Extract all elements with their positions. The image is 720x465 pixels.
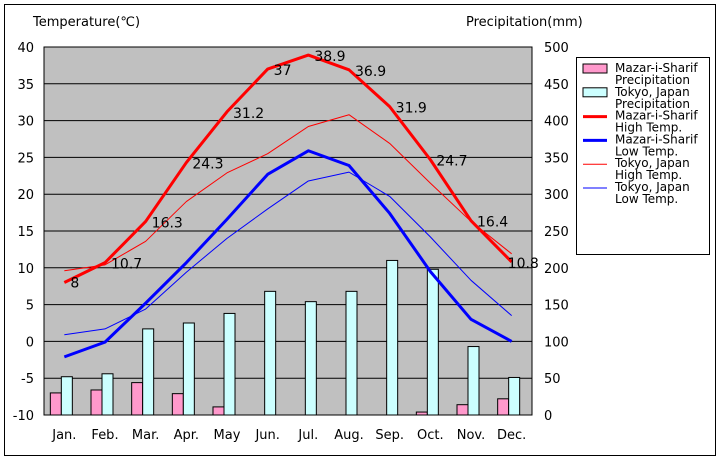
- left-tick-label: 40: [17, 41, 34, 56]
- high-temp-data-label: 8: [70, 276, 79, 292]
- high-temp-data-label: 31.9: [396, 101, 427, 117]
- legend-label: Tokyo, Japan: [614, 156, 690, 170]
- legend-swatch: [582, 87, 608, 98]
- right-tick-label: 250: [544, 225, 569, 240]
- right-tick-label: 500: [544, 41, 569, 56]
- x-tick-label: Jul.: [297, 428, 318, 443]
- right-tick-label: 400: [544, 115, 569, 130]
- precip-bar-tokyo: [101, 373, 114, 416]
- high-temp-data-label: 10.8: [508, 256, 539, 272]
- x-tick-label: Jun.: [254, 428, 279, 443]
- right-tick-label: 450: [544, 78, 569, 93]
- x-tick-label: Jan.: [51, 428, 76, 443]
- legend-label: Tokyo, Japan: [614, 180, 690, 194]
- precip-bar-tokyo: [264, 290, 277, 416]
- legend-label: Precipitation: [615, 97, 690, 111]
- x-tick-label: Sep.: [375, 428, 404, 443]
- right-tick-label: 0: [544, 409, 552, 424]
- right-tick-label: 200: [544, 262, 569, 277]
- precip-bar-tokyo: [182, 322, 195, 416]
- right-axis-title: Precipitation(mm): [466, 15, 583, 30]
- left-tick-label: 15: [17, 225, 34, 240]
- precip-bar-tokyo: [386, 259, 399, 416]
- x-tick-label: May: [214, 428, 241, 443]
- x-tick-label: Oct.: [417, 428, 444, 443]
- right-tick-label: 100: [544, 335, 569, 350]
- x-tick-label: Apr.: [174, 428, 199, 443]
- precip-bar-mazar: [497, 398, 510, 416]
- left-tick-label: 0: [26, 335, 34, 350]
- precip-bar-mazar: [171, 393, 184, 416]
- legend-label: Precipitation: [615, 73, 690, 87]
- legend-label: Tokyo, Japan: [614, 85, 690, 99]
- high-temp-data-label: 24.3: [192, 157, 223, 173]
- legend-label: Mazar-i-Sharif: [615, 132, 698, 146]
- high-temp-data-label: 24.7: [436, 154, 467, 170]
- x-tick-label: Aug.: [334, 428, 364, 443]
- precip-bar-tokyo: [508, 376, 521, 416]
- high-temp-data-label: 37: [274, 63, 292, 79]
- left-tick-label: 5: [26, 299, 34, 314]
- left-axis-title: Temperature(℃): [32, 15, 140, 30]
- precip-bar-tokyo: [345, 290, 358, 416]
- high-temp-data-label: 38.9: [314, 49, 345, 65]
- left-tick-label: 25: [17, 151, 34, 166]
- high-temp-data-label: 36.9: [355, 64, 386, 80]
- precip-bar-tokyo: [223, 312, 236, 416]
- right-tick-label: 350: [544, 151, 569, 166]
- left-tick-label: 30: [17, 115, 34, 130]
- left-tick-label: 20: [17, 188, 34, 203]
- precip-bar-mazar: [90, 389, 103, 416]
- precip-bar-mazar: [456, 404, 469, 416]
- legend-label: Mazar-i-Sharif: [615, 109, 698, 123]
- left-tick-label: 35: [17, 78, 34, 93]
- x-tick-label: Mar.: [132, 428, 159, 443]
- right-tick-label: 150: [544, 299, 569, 314]
- high-temp-data-label: 16.3: [152, 215, 183, 231]
- precip-bar-tokyo: [467, 346, 480, 416]
- precip-bar-tokyo: [60, 376, 73, 416]
- precip-bar-tokyo: [142, 328, 155, 416]
- precip-bar-tokyo: [304, 301, 317, 416]
- high-temp-data-label: 16.4: [477, 215, 508, 231]
- line-series-0: [63, 53, 513, 284]
- legend-label: High Temp.: [615, 168, 682, 182]
- line-series-3: [64, 171, 512, 336]
- legend-swatch: [582, 63, 608, 74]
- legend-label: Low Temp.: [615, 192, 678, 206]
- high-temp-data-label: 10.7: [111, 257, 142, 273]
- line-series-2: [64, 114, 512, 272]
- precip-bar-mazar: [131, 382, 144, 416]
- left-tick-label: -5: [21, 372, 34, 387]
- left-tick-label: -10: [13, 409, 34, 424]
- precip-bar-mazar: [49, 392, 62, 416]
- legend-label: Low Temp.: [615, 144, 678, 158]
- x-tick-label: Dec.: [497, 428, 526, 443]
- x-tick-label: Nov.: [457, 428, 486, 443]
- legend-label: High Temp.: [615, 121, 682, 135]
- precip-bar-mazar: [212, 406, 225, 416]
- high-temp-data-label: 31.2: [233, 106, 264, 122]
- line-series-1: [63, 149, 513, 359]
- right-tick-label: 300: [544, 188, 569, 203]
- precip-bar-tokyo: [426, 268, 439, 416]
- x-tick-label: Feb.: [91, 428, 118, 443]
- left-tick-label: 10: [17, 262, 34, 277]
- legend-label: Mazar-i-Sharif: [615, 61, 698, 75]
- right-tick-label: 50: [544, 372, 561, 387]
- plot-border: [43, 46, 533, 416]
